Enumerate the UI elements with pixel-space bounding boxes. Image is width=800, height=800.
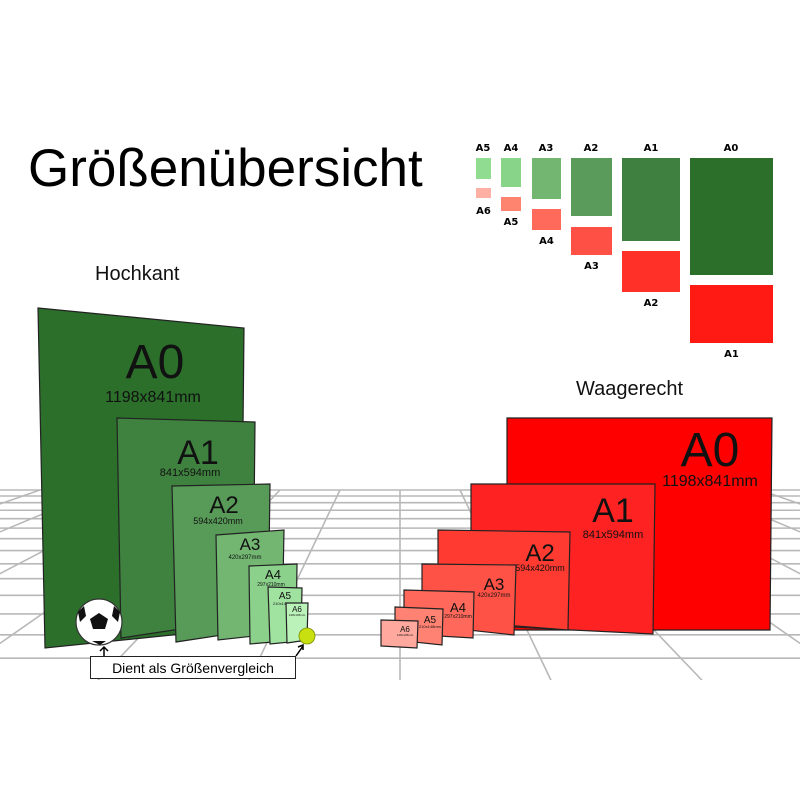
legend-label: A4 xyxy=(539,236,554,247)
legend-label: A2 xyxy=(644,298,659,309)
sheet-label: A5 xyxy=(424,615,437,626)
legend-portrait-a0 xyxy=(690,158,773,275)
legend-portrait-a3 xyxy=(532,158,561,199)
ball-patch xyxy=(78,606,86,622)
tennis-ball-icon xyxy=(298,627,316,645)
landscape-heading: Waagerecht xyxy=(576,378,684,400)
sheet-label: A5 xyxy=(279,591,292,602)
size-legend: A5 A4 A3 A2 A1 A0 A6 A5 A4 A3 A2 A1 xyxy=(476,143,773,360)
legend-label: A5 xyxy=(504,217,519,228)
sheet-dimensions: 841x594mm xyxy=(583,529,644,541)
legend-portrait-a5 xyxy=(476,158,491,179)
sheet-dimensions: 210x148mm xyxy=(419,624,442,629)
sheet-label: A2 xyxy=(525,540,554,567)
floor-fade xyxy=(0,680,800,800)
sheet-label: A6 xyxy=(292,605,302,614)
sheet-dimensions: 594x420mm xyxy=(515,563,565,573)
legend-label: A1 xyxy=(644,143,659,154)
arrow-icon xyxy=(99,645,109,656)
ball-patch xyxy=(112,606,120,622)
sheet-label: A3 xyxy=(240,535,261,554)
legend-label: A5 xyxy=(476,143,491,154)
sheet-dimensions: 1198x841mm xyxy=(662,473,758,490)
legend-label: A3 xyxy=(539,143,554,154)
sheet-dimensions: 148x105mm xyxy=(397,633,414,637)
sheet-label: A4 xyxy=(265,567,281,582)
sheet-label: A1 xyxy=(177,434,219,472)
legend-label: A6 xyxy=(476,206,491,217)
legend-landscape-a4 xyxy=(532,209,561,230)
sheet-label: A0 xyxy=(681,424,740,477)
arrow-icon xyxy=(295,643,304,657)
sheet-dimensions: 841x594mm xyxy=(160,467,221,479)
sheet-label: A0 xyxy=(126,336,185,389)
legend-landscape-a5 xyxy=(501,197,521,211)
legend-label: A1 xyxy=(724,349,739,360)
sheet-dimensions: 148x105mm xyxy=(289,613,306,617)
sheet-dimensions: 1198x841mm xyxy=(105,389,201,406)
legend-portrait-a4 xyxy=(501,158,521,187)
sheet-dimensions: 210x148mm xyxy=(273,601,296,606)
legend-portrait-a1 xyxy=(622,158,680,241)
legend-label: A4 xyxy=(504,143,519,154)
ball-patch xyxy=(90,613,108,629)
legend-landscape-a6 xyxy=(476,188,491,198)
legend-label: A0 xyxy=(724,143,739,154)
sheet-dimensions: 594x420mm xyxy=(193,516,243,526)
sheet-label: A2 xyxy=(209,492,238,519)
sheet-dimensions: 297x210mm xyxy=(257,582,285,588)
landscape-sheet-a6 xyxy=(380,619,419,649)
page-title: Größenübersicht xyxy=(28,139,423,198)
soccer-ball-icon xyxy=(75,598,123,646)
legend-label: A3 xyxy=(584,261,599,272)
ball-patch xyxy=(92,641,106,645)
legend-landscape-a1 xyxy=(690,285,773,343)
grid-line xyxy=(0,489,101,533)
sheet-dimensions: 420x297mm xyxy=(477,593,510,599)
sheet-label: A3 xyxy=(484,575,505,594)
legend-label: A2 xyxy=(584,143,599,154)
legend-landscape-a2 xyxy=(622,251,680,292)
portrait-heading: Hochkant xyxy=(95,263,180,285)
sheet-label: A6 xyxy=(400,625,410,634)
grid-line xyxy=(699,489,800,533)
legend-portrait-a2 xyxy=(571,158,612,216)
legend-landscape-a3 xyxy=(571,227,612,255)
sheet-label: A4 xyxy=(450,600,466,615)
sheet-dimensions: 420x297mm xyxy=(228,555,261,561)
sheet-label: A1 xyxy=(592,492,634,530)
sheet-dimensions: 297x210mm xyxy=(444,614,472,620)
comparison-note: Dient als Größenvergleich xyxy=(90,656,296,679)
